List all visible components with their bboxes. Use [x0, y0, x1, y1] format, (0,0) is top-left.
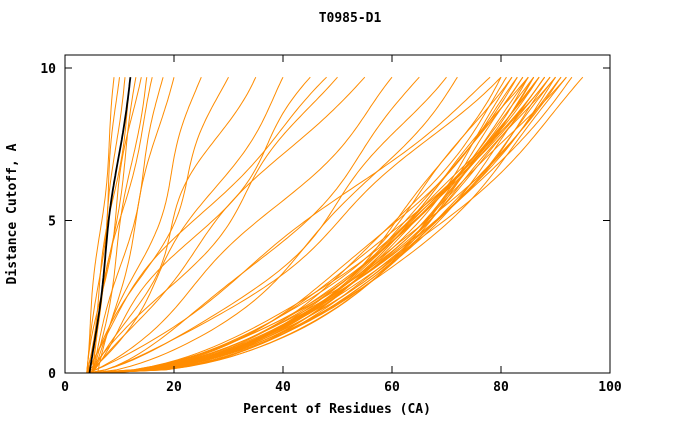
axis-tick-labels: 0 20 40 60 80 100 0 5 10: [40, 62, 622, 395]
model-curve: [97, 76, 524, 374]
model-curve: [91, 77, 164, 374]
model-curve: [92, 76, 420, 374]
reference-curve: [88, 77, 132, 374]
x-tick-label: 0: [61, 380, 69, 395]
plot-title: T0985-D1: [319, 11, 382, 26]
model-curve: [86, 76, 327, 374]
model-curve: [103, 76, 529, 374]
model-curve: [103, 76, 551, 374]
model-curve: [86, 76, 338, 374]
model-curve: [97, 76, 535, 374]
x-axis-label: Percent of Residues (CA): [243, 402, 431, 417]
plot-frame: [64, 54, 611, 374]
y-tick-label: 10: [40, 62, 56, 77]
x-tick-label: 80: [493, 380, 509, 395]
model-curve: [91, 76, 366, 374]
model-curve: [97, 76, 540, 374]
x-tick-label: 40: [275, 380, 291, 395]
model-curve: [86, 77, 131, 374]
model-curve: [92, 76, 458, 374]
model-curve: [91, 77, 148, 374]
x-tick-label: 60: [384, 380, 400, 395]
model-curve: [92, 76, 502, 374]
x-tick-label: 100: [598, 380, 622, 395]
model-curve: [92, 76, 524, 374]
model-curve: [97, 76, 556, 374]
model-curve: [92, 76, 518, 374]
x-tick-label: 20: [166, 380, 182, 395]
model-curve: [103, 76, 567, 374]
model-curves: [86, 76, 584, 374]
model-curve: [92, 76, 584, 374]
model-curve: [97, 76, 535, 374]
y-tick-label: 5: [48, 215, 56, 230]
model-curve: [92, 76, 551, 374]
reference-curves: [88, 77, 132, 374]
model-curve: [92, 76, 546, 374]
model-curve: [92, 76, 546, 374]
model-curve: [97, 76, 573, 374]
y-tick-label: 0: [48, 367, 56, 382]
model-curve: [92, 76, 529, 374]
model-curve: [92, 76, 567, 374]
model-curve: [92, 76, 502, 374]
model-curve: [86, 76, 491, 374]
model-curve: [86, 77, 142, 374]
model-curve: [91, 76, 311, 374]
model-curve: [92, 76, 556, 374]
model-curve: [97, 76, 513, 374]
model-curve: [86, 76, 393, 374]
model-curve: [86, 77, 115, 374]
model-curve: [86, 76, 284, 374]
axis-ticks: [64, 55, 611, 374]
model-curve: [91, 76, 257, 374]
model-curve: [92, 76, 529, 374]
model-curve: [97, 76, 551, 374]
model-curve: [97, 77, 175, 374]
y-axis-label: Distance Cutoff, A: [5, 143, 20, 284]
